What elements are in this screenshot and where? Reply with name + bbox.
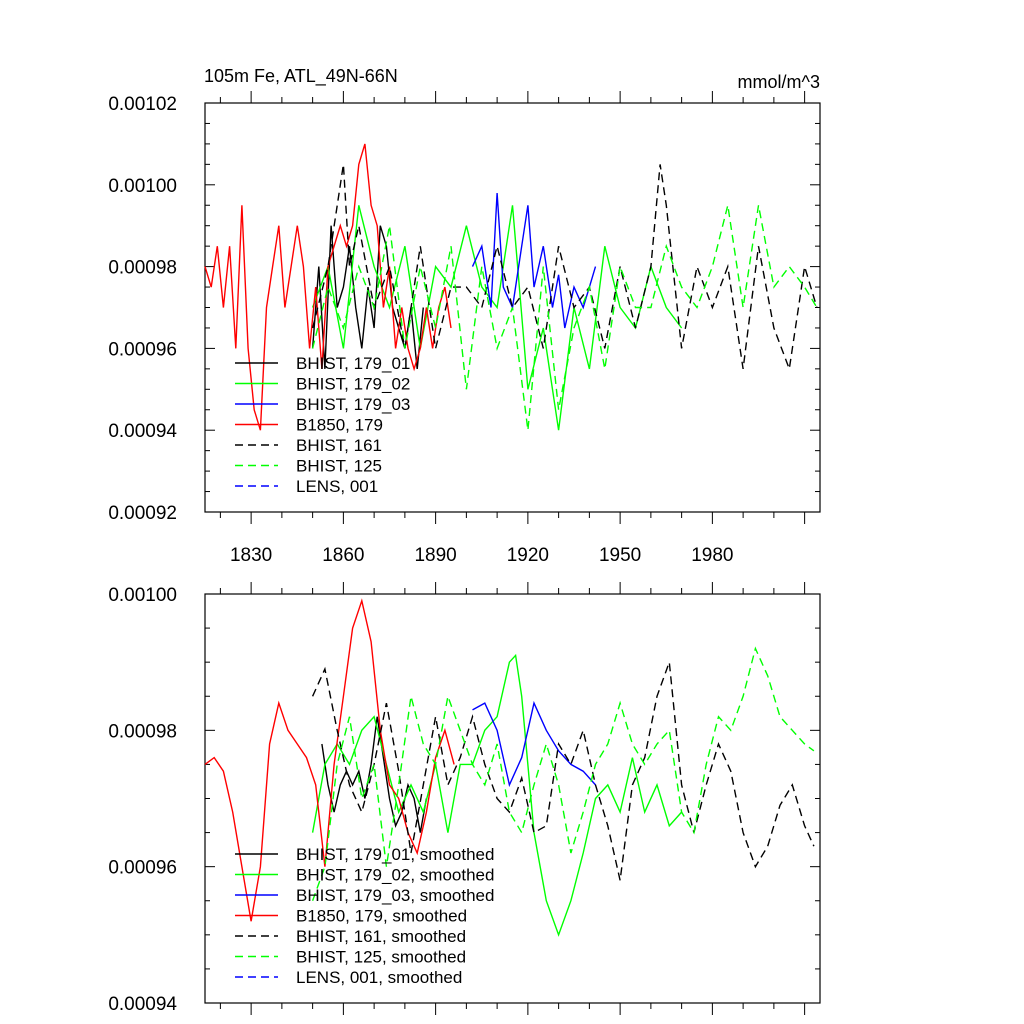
top-xtick-label: 1890 [414,545,456,566]
top-ytick-label: 0.00094 [108,421,177,442]
bottom-legend-label-4: BHIST, 161, smoothed [296,927,466,946]
top-ytick-label: 0.00092 [108,503,177,524]
top-series-line-2 [471,192,597,329]
top-xtick-label: 1860 [322,545,364,566]
bottom-series-line-3 [204,598,455,922]
bottom-ytick-label: 0.00100 [108,585,177,606]
bottom-series-line-5 [311,646,815,901]
bottom-series-line-4 [311,661,815,881]
top-series-line-0 [311,225,424,369]
bottom-legend-label-0: BHIST, 179_01, smoothed [296,845,494,864]
top-xtick-label: 1950 [599,545,641,566]
top-legend-label-5: BHIST, 125 [296,457,382,476]
top-series-line-4 [311,164,818,372]
top-xtick-label: 1830 [230,545,272,566]
top-series-line-5 [311,205,818,431]
bottom-plot-area: 0.00094 0.00096 0.00098 0.00100 BHIST, 179_0… [108,582,821,1015]
top-ytick-label: 0.00096 [108,339,177,360]
top-legend-label-0: BHIST, 179_01 [296,354,410,373]
top-xtick-label: 1980 [691,545,733,566]
bottom-legend-label-3: B1850, 179, smoothed [296,907,467,926]
bottom-series-line-0 [321,716,428,833]
top-chart-units: mmol/m^3 [738,72,820,92]
top-series-line-3 [204,143,452,431]
top-legend-label-4: BHIST, 161 [296,436,382,455]
top-legend-label-1: BHIST, 179_02 [296,375,410,394]
top-plot-area: 0.00092 0.00094 0.00096 0.00098 0.00100 0.001… [108,91,821,566]
top-legend-label-2: BHIST, 179_03 [296,395,410,414]
top-ytick-label: 0.00098 [108,258,177,279]
bottom-series-line-1 [311,653,683,937]
bottom-ytick-label: 0.00098 [108,721,177,742]
top-chart-title: 105m Fe, ATL_49N-66N [204,66,398,87]
top-series-line-1 [311,205,683,431]
bottom-ytick-label: 0.00096 [108,858,177,879]
top-ytick-label: 0.00100 [108,176,177,197]
bottom-legend-label-6: LENS, 001, smoothed [296,968,462,987]
bottom-legend-label-5: BHIST, 125, smoothed [296,948,466,967]
bottom-legend-label-2: BHIST, 179_03, smoothed [296,886,494,905]
top-legend-label-3: B1850, 179 [296,416,383,435]
bottom-series-line-2 [472,700,597,788]
top-ytick-label: 0.00102 [108,94,177,115]
bottom-legend-label-1: BHIST, 179_02, smoothed [296,866,494,885]
top-legend-label-6: LENS, 001 [296,477,378,496]
top-xtick-label: 1920 [507,545,549,566]
bottom-ytick-label: 0.00094 [108,994,177,1015]
